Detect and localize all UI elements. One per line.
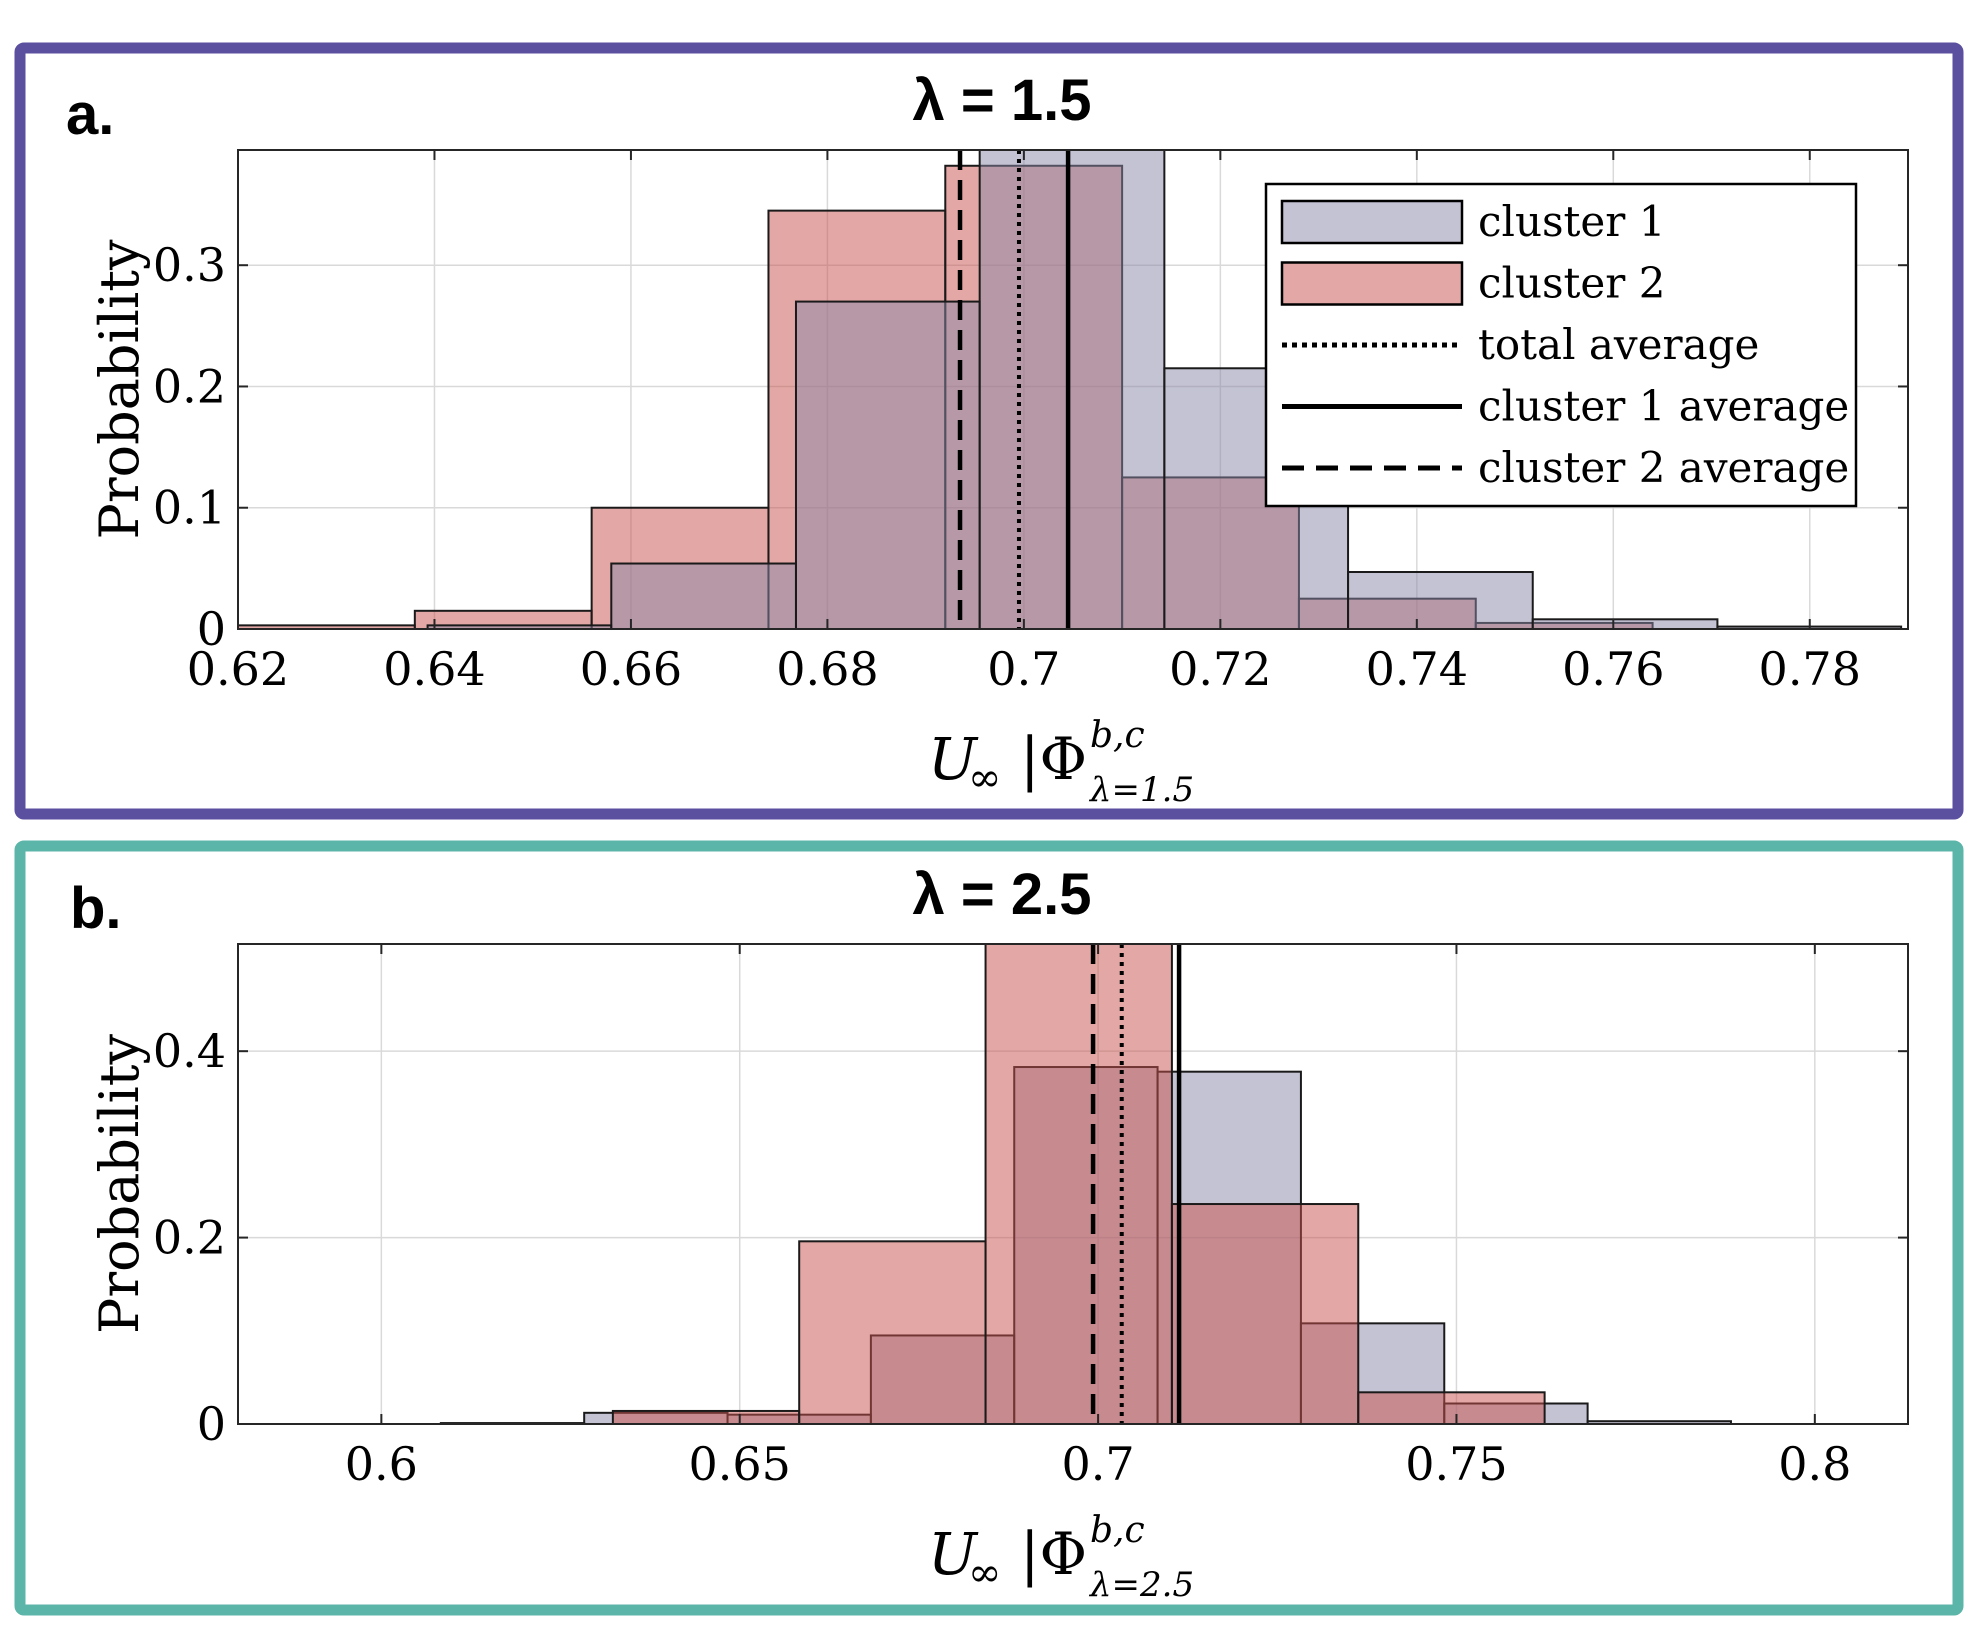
x-label-sub: λ=1.5 xyxy=(1088,770,1194,810)
x-tick-label: 0.62 xyxy=(187,642,289,696)
x-label-phi: |Φ xyxy=(1020,725,1087,793)
x-label-main: U xyxy=(928,1520,979,1588)
legend-label: cluster 2 xyxy=(1478,259,1665,308)
legend-label: total average xyxy=(1478,320,1759,369)
panel-a-border xyxy=(14,42,1964,820)
panel-a-letter: a. xyxy=(66,82,114,147)
cluster1-bar xyxy=(794,300,981,629)
x-tick-label: 0.75 xyxy=(1405,1437,1507,1491)
legend-label: cluster 1 xyxy=(1478,197,1665,246)
legend-swatch-cluster2 xyxy=(1280,261,1464,306)
bars xyxy=(439,944,1732,1424)
legend-label: cluster 2 average xyxy=(1478,443,1849,492)
x-label-phi: |Φ xyxy=(1020,1520,1087,1588)
x-tick-label: 0.68 xyxy=(776,642,878,696)
cluster1-bar xyxy=(1531,618,1719,629)
y-tick-label: 0.2 xyxy=(153,1211,226,1265)
y-tick-label: 0 xyxy=(197,602,226,656)
panel-b-border xyxy=(14,840,1964,1616)
x-label-sup: b,c xyxy=(1090,715,1145,756)
legend-swatch-cluster1 xyxy=(1280,199,1464,245)
axes-box xyxy=(237,149,1909,630)
legend-label: cluster 1 average xyxy=(1478,382,1849,431)
x-axis-label: U∞ |Φ b,c λ=2.5 xyxy=(928,1510,1194,1605)
y-tick-label: 0.1 xyxy=(153,481,226,535)
x-tick-label: 0.72 xyxy=(1169,642,1271,696)
x-tick-label: 0.7 xyxy=(1062,1437,1135,1491)
cluster2-bar xyxy=(798,1240,987,1424)
x-label-infinity: ∞ xyxy=(968,1550,1001,1596)
x-tick-label: 0.66 xyxy=(580,642,682,696)
legend: cluster 1 cluster 2 total average cluster 1… xyxy=(1264,182,1858,508)
x-tick-label: 0.76 xyxy=(1562,642,1664,696)
y-tick-label: 0.3 xyxy=(153,238,226,292)
cluster1-bar xyxy=(610,562,797,629)
cluster2-bar xyxy=(984,944,1173,1424)
cluster2-bar xyxy=(1170,1203,1360,1424)
plot-a: 0.62 0.64 0.66 0.68 0.7 0.72 0.74 0.76 0.78 0 0.1 0… xyxy=(88,149,1909,810)
x-label-infinity: ∞ xyxy=(968,755,1001,801)
x-tick-label: 0.74 xyxy=(1366,642,1468,696)
cluster2-bar xyxy=(1357,1391,1546,1424)
x-tick-label: 0.7 xyxy=(987,642,1060,696)
axes-box xyxy=(237,943,1909,1425)
y-axis-label: Probability xyxy=(88,239,151,539)
y-tick-label: 0 xyxy=(197,1397,226,1451)
y-axis-label: Probability xyxy=(88,1034,151,1334)
x-tick-label: 0.8 xyxy=(1778,1437,1851,1491)
cluster2-bar xyxy=(611,1409,801,1424)
panel-a-title: λ = 1.5 xyxy=(913,68,1092,133)
x-tick-label: 0.78 xyxy=(1759,642,1861,696)
y-tick-label: 0.4 xyxy=(153,1024,226,1078)
x-tick-label: 0.6 xyxy=(345,1437,418,1491)
cluster1-bar xyxy=(978,150,1166,629)
x-label-sub: λ=2.5 xyxy=(1088,1565,1194,1605)
x-label-sup: b,c xyxy=(1090,1510,1145,1551)
cluster1-bar xyxy=(1347,571,1534,629)
x-tick-label: 0.64 xyxy=(383,642,485,696)
x-tick-label: 0.65 xyxy=(689,1437,791,1491)
y-tick-label: 0.2 xyxy=(153,359,226,413)
bars xyxy=(238,150,1903,629)
panel-b: b. λ = 2.5 0.6 0.65 0.7 0.75 0.8 0 0.2 0.4Proba… xyxy=(14,840,1964,1616)
x-axis-label: U∞ |Φ b,c λ=1.5 xyxy=(928,715,1194,810)
panel-a: a. λ = 1.5 0.62 0.64 0.66 0.68 0.7 0.72 0.74 0.… xyxy=(14,42,1964,820)
x-label-main: U xyxy=(928,725,979,793)
panel-b-letter: b. xyxy=(70,876,122,941)
panel-b-title: λ = 2.5 xyxy=(913,862,1092,927)
